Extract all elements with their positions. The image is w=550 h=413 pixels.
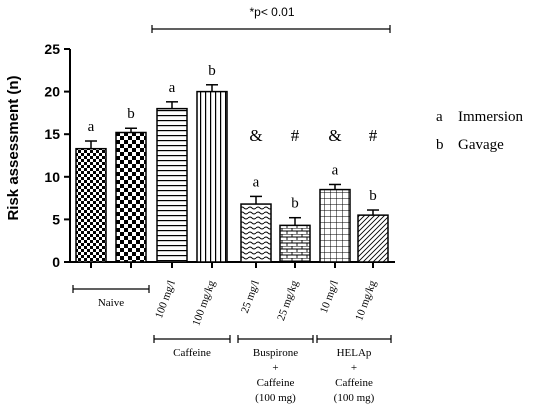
y-tick-label: 5	[52, 211, 60, 227]
group-label: Caffeine	[335, 377, 373, 389]
x-tick-label: 10 mg/l	[318, 279, 341, 315]
bar	[240, 203, 272, 263]
legend-key: b	[436, 137, 444, 153]
bar-letter-label: b	[208, 63, 216, 79]
y-tick-label: 10	[44, 169, 60, 185]
bar-letter-label: a	[332, 162, 339, 178]
bar	[319, 188, 351, 263]
y-tick-label: 15	[44, 126, 60, 142]
group-label: Caffeine	[257, 377, 295, 389]
group-label: HELAp	[337, 347, 372, 359]
group-label: Caffeine	[173, 347, 211, 359]
group-label: +	[351, 362, 357, 374]
significance-symbol: #	[369, 126, 378, 145]
bar	[357, 214, 389, 263]
legend: a Immersion b Gavage	[436, 109, 523, 153]
bar-letter-label: a	[169, 80, 176, 96]
legend-label: Immersion	[458, 109, 523, 125]
bar	[156, 107, 188, 263]
bar-letter-label: a	[88, 119, 95, 135]
x-tick-label: 25 mg/kg	[275, 278, 301, 322]
bar	[115, 131, 147, 263]
group-label: Buspirone	[253, 347, 298, 359]
legend-label: Gavage	[458, 137, 504, 153]
y-axis-label: Risk assessment (n)	[5, 75, 22, 220]
bar-letter-label: b	[291, 196, 299, 212]
x-tick-label: 10 mg/kg	[353, 278, 379, 322]
legend-key: a	[436, 109, 443, 125]
significance-symbol: #	[291, 126, 300, 145]
group-label: (100 mg)	[334, 392, 375, 404]
x-tick-label: 100 mg/l	[153, 279, 178, 320]
significance-label: *p< 0.01	[249, 5, 294, 19]
y-tick-label: 20	[44, 84, 60, 100]
plot-area: 0 5 10 15 20 25 a b a 100 mg/l b 100 mg/kg a & 25 mg/l…	[44, 25, 395, 404]
bar	[75, 147, 107, 263]
bar-letter-label: b	[369, 188, 377, 204]
x-tick-label: 25 mg/l	[239, 279, 262, 315]
significance-symbol: &	[249, 126, 262, 145]
y-tick-label: 25	[44, 41, 60, 57]
bar-letter-label: b	[127, 106, 135, 122]
bar-letter-label: a	[253, 174, 260, 190]
x-tick-label: 100 mg/kg	[190, 278, 218, 327]
y-tick-label: 0	[52, 254, 60, 270]
bar	[279, 224, 311, 263]
group-label: (100 mg)	[255, 392, 296, 404]
bar	[196, 90, 228, 263]
group-label: Naive	[98, 297, 124, 309]
significance-symbol: &	[328, 126, 341, 145]
group-label: +	[272, 362, 278, 374]
